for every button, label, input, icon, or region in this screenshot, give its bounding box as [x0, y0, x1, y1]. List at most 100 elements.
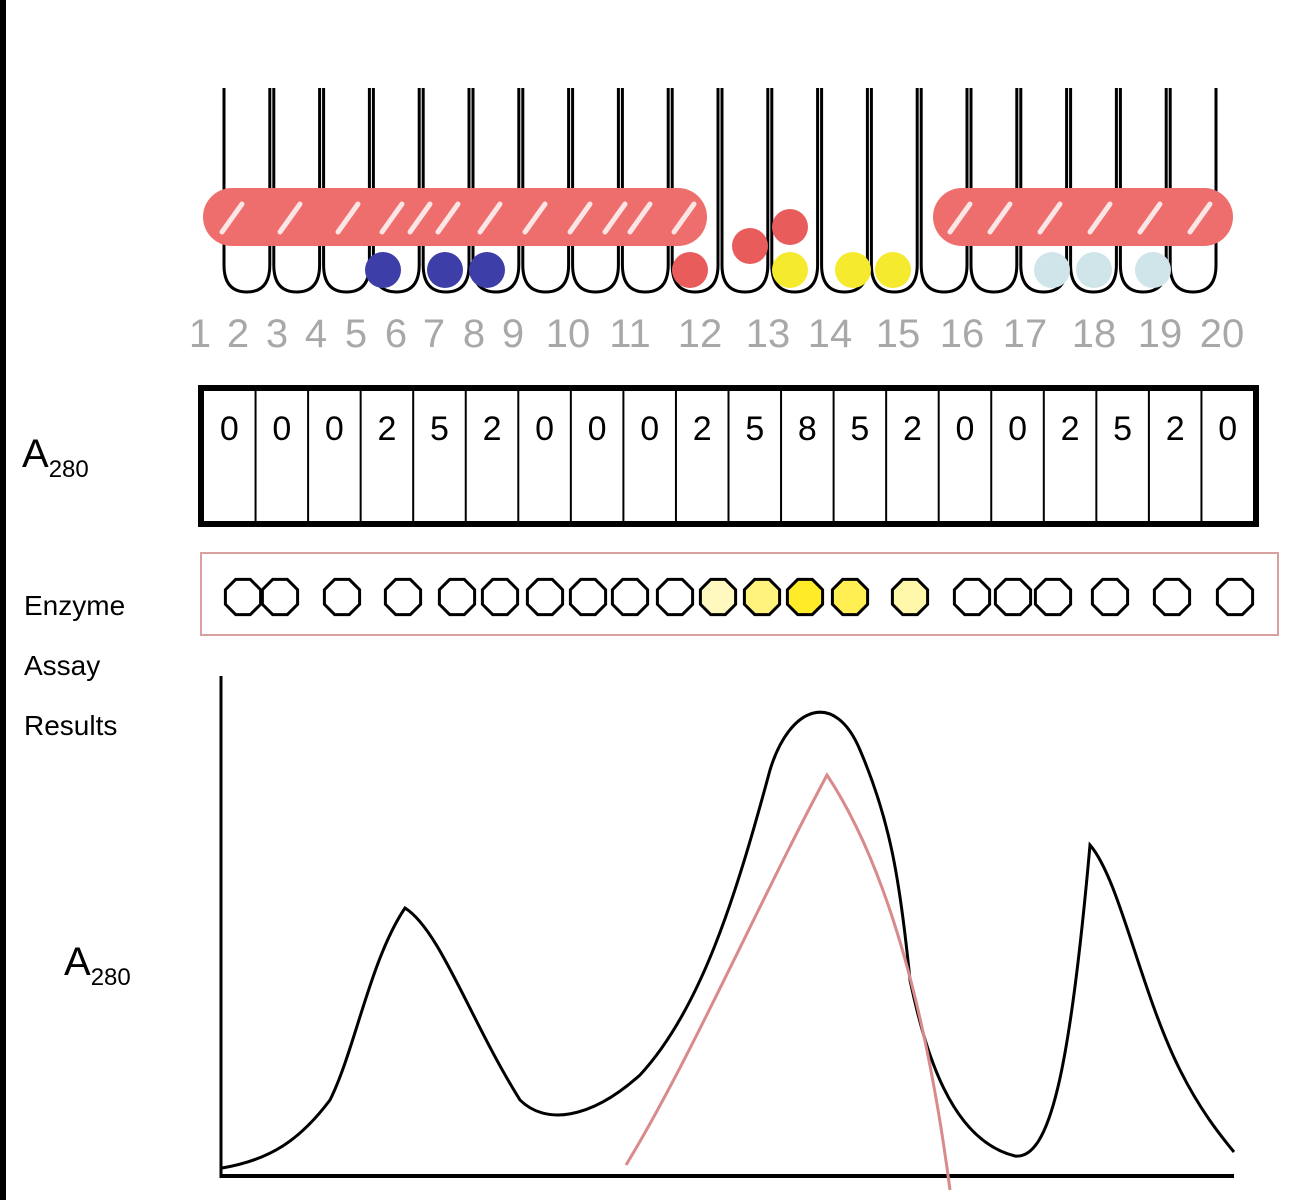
enzyme-box-frame	[200, 552, 1279, 636]
band-stripe	[219, 201, 245, 235]
a280-value: 5	[1113, 410, 1132, 448]
a280-value: 0	[588, 410, 607, 448]
enzyme-well	[655, 577, 695, 617]
band-stripes	[219, 201, 1213, 235]
a280-value: 0	[956, 410, 975, 448]
tube-number: 3	[266, 312, 288, 356]
a280-value: 5	[850, 410, 869, 448]
a280-value: 2	[903, 410, 922, 448]
a280-value: 0	[535, 410, 554, 448]
enzyme-well	[383, 577, 423, 617]
a280-value: 2	[693, 410, 712, 448]
enzyme-assay-label: Enzyme Assay Results	[24, 590, 126, 741]
test-tube	[571, 88, 620, 294]
left-border	[0, 0, 6, 1200]
band-stripe	[522, 201, 548, 235]
band-stripe	[435, 201, 461, 235]
a280-value: 5	[430, 410, 449, 448]
tube-number: 4	[305, 312, 327, 356]
test-tube	[620, 88, 670, 294]
band-stripe	[602, 201, 628, 235]
test-tube	[272, 88, 322, 294]
tube-numbers: 1 2 3 4 5 6 7 8 9 10 11 12 13 14 15 16 17 18 19 20	[189, 312, 1244, 356]
a280-value: 0	[325, 410, 344, 448]
red-bead	[772, 209, 808, 245]
tube-number: 12	[678, 312, 723, 356]
tube-number: 5	[345, 312, 367, 356]
band-stripe	[1087, 201, 1113, 235]
yellow-bead	[835, 252, 871, 288]
enzyme-activity-curve	[624, 772, 952, 1191]
enzyme-assay-box	[200, 552, 1279, 636]
enzyme-well	[785, 577, 825, 617]
tube-number: 16	[940, 312, 985, 356]
tube-number: 17	[1003, 312, 1048, 356]
test-tube	[421, 88, 471, 294]
enzyme-well	[742, 577, 782, 617]
enzyme-wells	[223, 577, 1255, 617]
band-stripe	[477, 201, 503, 235]
a280-value: 2	[1061, 410, 1080, 448]
a280-top-label: A280	[22, 432, 89, 483]
lightblue-bead	[1135, 252, 1171, 288]
a280-value: 0	[1218, 410, 1237, 448]
enzyme-well	[437, 577, 477, 617]
band-stripe	[1137, 201, 1163, 235]
a280-value: 2	[1166, 410, 1185, 448]
band-stripe	[407, 201, 433, 235]
enzyme-well	[525, 577, 565, 617]
tube-number: 15	[876, 312, 921, 356]
band-stripe	[627, 201, 653, 235]
tube-number: 8	[463, 312, 485, 356]
enzyme-well	[1152, 577, 1192, 617]
enzyme-well	[1090, 577, 1130, 617]
enzyme-well	[610, 577, 650, 617]
lightblue-bead	[1034, 252, 1070, 288]
a280-table-frame	[198, 385, 1259, 527]
tube-number: 14	[808, 312, 853, 356]
band-stripe	[671, 201, 697, 235]
band-stripe	[335, 201, 361, 235]
enzyme-well	[1215, 577, 1255, 617]
enzyme-well	[830, 577, 870, 617]
a280-value: 0	[272, 410, 291, 448]
test-tube	[1069, 88, 1118, 294]
enzyme-well	[993, 577, 1033, 617]
tube-number: 7	[423, 312, 445, 356]
enzyme-well	[568, 577, 608, 617]
band-stripe	[379, 201, 405, 235]
enzyme-well	[260, 577, 300, 617]
band-stripe	[947, 201, 973, 235]
band-stripe	[987, 201, 1013, 235]
band-stripe	[277, 201, 303, 235]
band-stripe	[1187, 201, 1213, 235]
a280-value: 0	[220, 410, 239, 448]
tube-number: 18	[1072, 312, 1117, 356]
enzyme-well	[698, 577, 738, 617]
tube-number: 9	[502, 312, 524, 356]
test-tube	[969, 88, 1019, 294]
yellow-bead	[772, 252, 808, 288]
beads	[365, 209, 1171, 288]
blue-bead	[469, 252, 505, 288]
sample-band-right	[933, 188, 1233, 246]
test-tube	[222, 88, 272, 294]
test-tube	[869, 88, 919, 294]
a280-dividers	[254, 390, 1203, 522]
tube-number: 6	[385, 312, 407, 356]
blue-bead	[365, 252, 401, 288]
tube-number: 10	[546, 312, 591, 356]
tube-number: 1	[189, 312, 211, 356]
a280-value: 2	[377, 410, 396, 448]
blue-bead	[427, 252, 463, 288]
enzyme-well	[1033, 577, 1073, 617]
a280-curve	[221, 710, 1236, 1170]
red-bead	[672, 252, 708, 288]
a280-value: 0	[1008, 410, 1027, 448]
test-tube	[1168, 88, 1218, 294]
a280-value: 8	[798, 410, 817, 448]
enzyme-well	[322, 577, 362, 617]
yellow-bead	[875, 252, 911, 288]
